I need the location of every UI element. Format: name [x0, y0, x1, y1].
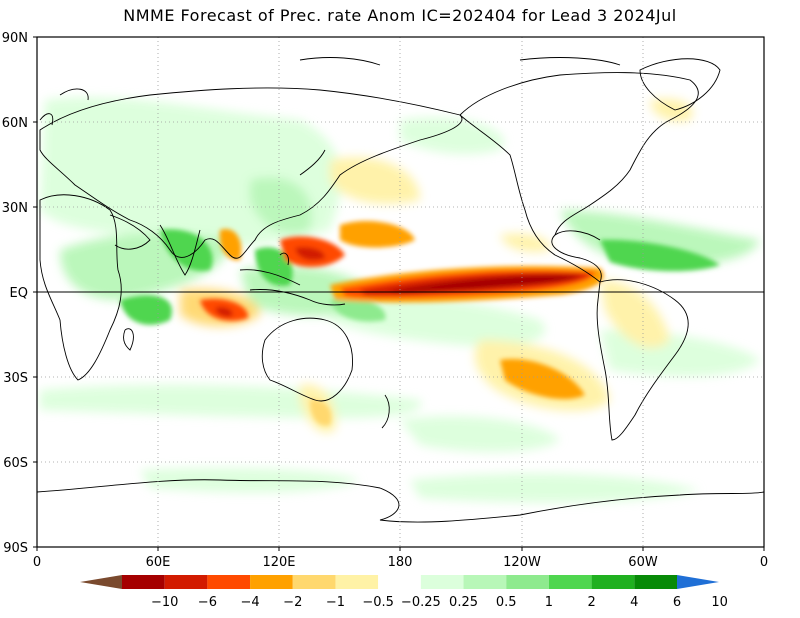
lon-label-60e: 60E	[146, 555, 171, 570]
latitude-labels: 90N 60N 30N EQ 30S 60S 90S	[2, 31, 28, 556]
colorbar-label: 2	[587, 595, 595, 610]
lat-label-eq: EQ	[10, 286, 28, 301]
colorbar: −10 −6 −4 −2 −1 −0.5 −0.25 0.25 0.5 1 2 4 6 10	[80, 575, 728, 610]
lat-label-30s: 30S	[3, 371, 28, 386]
colorbar-swatch	[207, 575, 251, 589]
colorbar-swatch	[506, 575, 549, 589]
map-title: NMME Forecast of Prec. rate Anom IC=2024…	[123, 6, 677, 25]
colorbar-label: 1	[545, 595, 553, 610]
lon-label-0-east: 0	[760, 555, 768, 570]
colorbar-label: −0.25	[401, 595, 441, 610]
lon-label-120w: 120W	[503, 555, 541, 570]
colorbar-label: −0.5	[362, 595, 394, 610]
axis-ticks	[33, 36, 765, 551]
colorbar-label: 4	[630, 595, 638, 610]
colorbar-arrow-high	[677, 575, 719, 589]
colorbar-swatch	[420, 575, 464, 589]
colorbar-label: 10	[711, 595, 728, 610]
colorbar-swatch	[292, 575, 336, 589]
colorbar-swatch	[335, 575, 379, 589]
colorbar-label: −1	[326, 595, 345, 610]
colorbar-label: −4	[240, 595, 259, 610]
colorbar-label: 0.5	[496, 595, 517, 610]
colorbar-swatch	[122, 575, 165, 589]
colorbar-label: −2	[283, 595, 302, 610]
colorbar-arrow-low	[80, 575, 122, 589]
lat-label-90n: 90N	[2, 31, 28, 46]
lon-label-120e: 120E	[262, 555, 295, 570]
lat-label-90s: 90S	[3, 541, 28, 556]
colorbar-label: −10	[151, 595, 178, 610]
lon-label-0: 0	[33, 555, 41, 570]
colorbar-swatch	[463, 575, 507, 589]
colorbar-swatch	[591, 575, 635, 589]
lon-label-180: 180	[388, 555, 413, 570]
lat-label-60s: 60S	[3, 456, 28, 471]
anomaly-field	[40, 97, 760, 503]
colorbar-swatch	[634, 575, 677, 589]
graticule	[37, 37, 764, 547]
coastlines	[37, 57, 764, 523]
lat-label-30n: 30N	[2, 201, 28, 216]
longitude-labels: 0 60E 120E 180 120W 60W 0	[33, 555, 768, 570]
colorbar-swatch	[548, 575, 592, 589]
lon-label-60w: 60W	[628, 555, 658, 570]
colorbar-label: 6	[673, 595, 681, 610]
colorbar-swatch	[250, 575, 293, 589]
colorbar-swatch	[164, 575, 208, 589]
lat-label-60n: 60N	[2, 116, 28, 131]
colorbar-label: 0.25	[449, 595, 478, 610]
colorbar-swatch	[378, 575, 421, 589]
colorbar-label: −6	[198, 595, 217, 610]
